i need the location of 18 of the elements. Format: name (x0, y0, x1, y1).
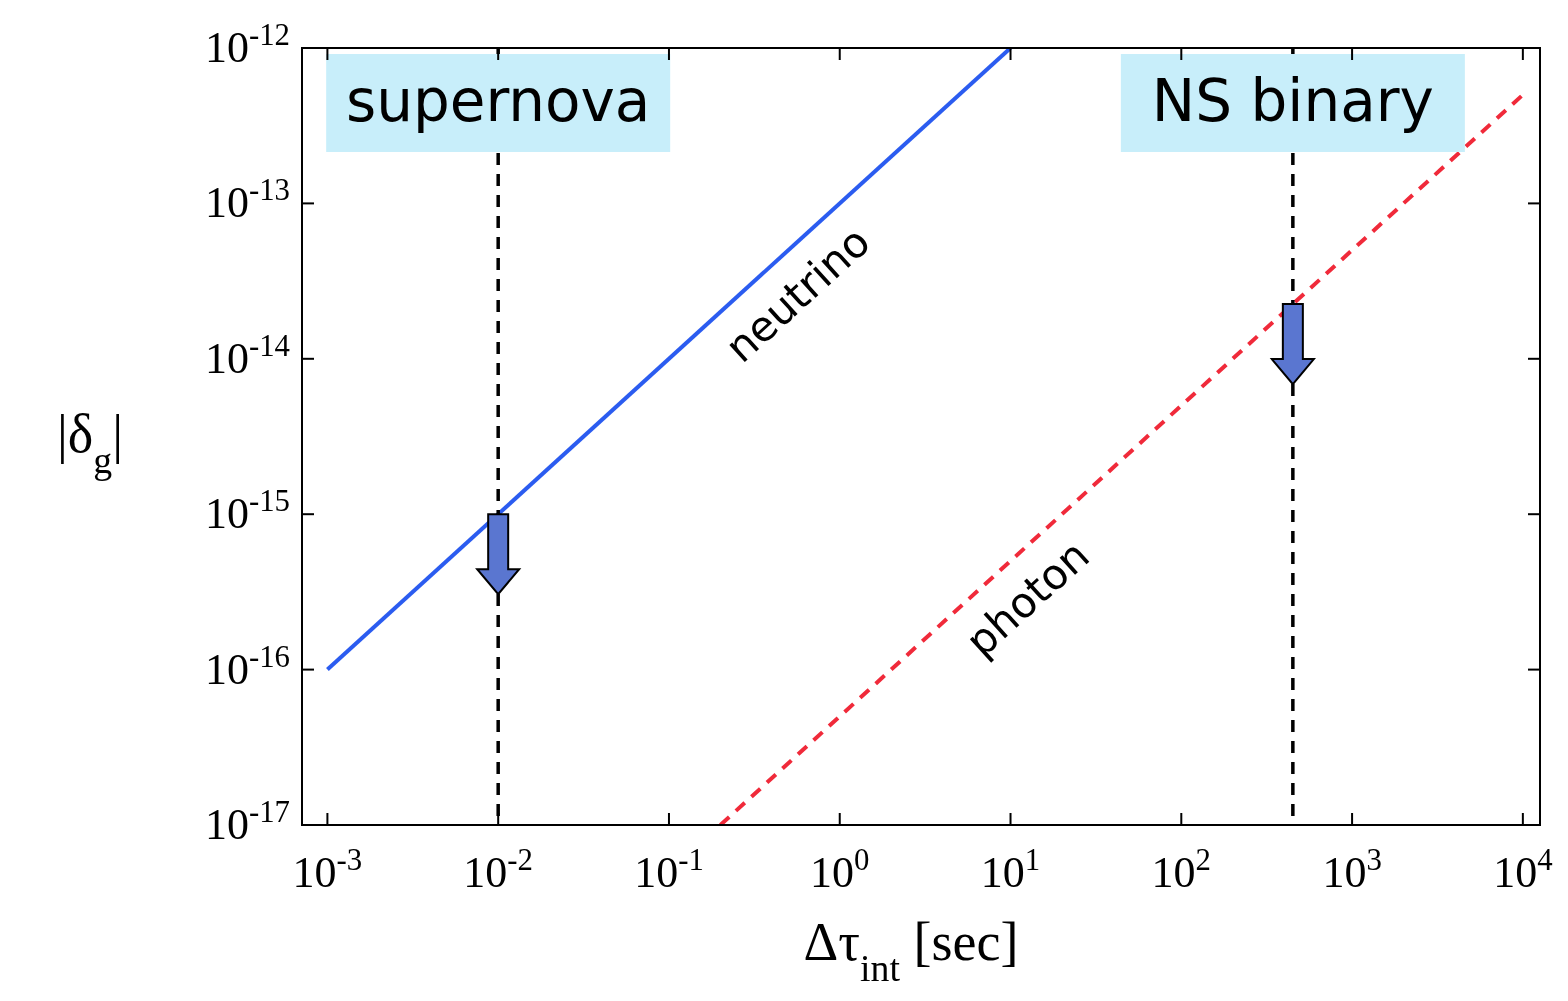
x-tick-label: 10$^{0}$ (810, 843, 870, 897)
x-tick-label: 10$^{1}$ (980, 843, 1041, 897)
x-tick-label: 10$^{-2}$ (463, 843, 534, 897)
ref-line-label: supernova (345, 67, 651, 136)
y-tick-label: 10$^{-12}$ (204, 18, 290, 72)
x-tick-label: 10$^{-3}$ (292, 843, 363, 897)
y-tick-label: 10$^{-13}$ (204, 173, 290, 228)
y-axis-title: |δ$_{g}$| (57, 403, 123, 481)
ref-line-label: NS binary (1151, 67, 1434, 136)
x-tick-label: 10$^{4}$ (1493, 843, 1553, 897)
x-tick-label: 10$^{2}$ (1151, 843, 1211, 897)
y-tick-label: 10$^{-15}$ (204, 484, 290, 539)
y-tick-label: 10$^{-14}$ (204, 328, 290, 383)
x-axis-title: Δτ$_{int}$ [sec] (803, 912, 1019, 989)
x-tick-label: 10$^{3}$ (1322, 843, 1382, 897)
y-tick-label: 10$^{-17}$ (204, 795, 290, 849)
y-tick-label: 10$^{-16}$ (204, 639, 290, 694)
x-tick-label: 10$^{-1}$ (634, 843, 704, 897)
